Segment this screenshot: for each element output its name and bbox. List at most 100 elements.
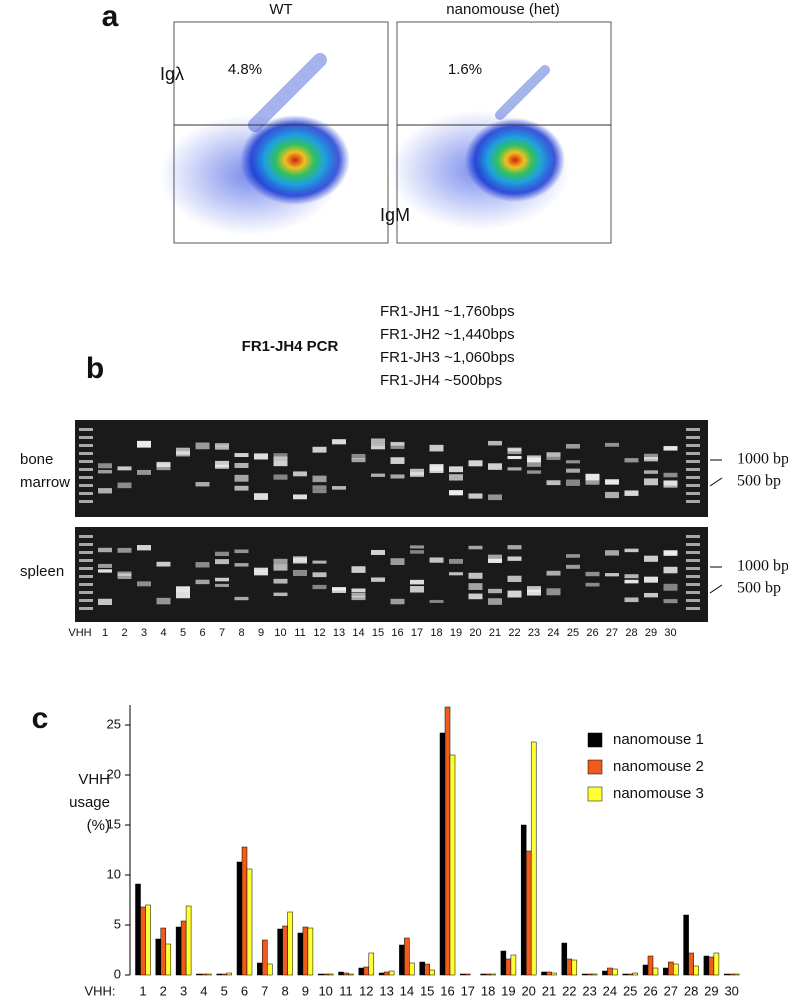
bar bbox=[571, 959, 578, 976]
bar bbox=[338, 971, 344, 976]
x-tick-label: 1 bbox=[139, 983, 146, 998]
gel-band bbox=[507, 467, 522, 471]
gel-band bbox=[332, 486, 346, 490]
ladder-band bbox=[79, 583, 93, 586]
bar bbox=[277, 928, 283, 976]
bar bbox=[546, 971, 552, 976]
gel-band bbox=[507, 575, 522, 582]
gel-band bbox=[468, 545, 483, 550]
gel-band bbox=[312, 560, 327, 564]
ladder-band bbox=[686, 583, 700, 586]
gel-band bbox=[351, 453, 366, 459]
bar bbox=[383, 971, 390, 976]
gel-band bbox=[527, 457, 541, 463]
gel-band bbox=[215, 559, 229, 565]
gel-band bbox=[312, 446, 327, 453]
bar bbox=[343, 972, 349, 976]
ladder-band bbox=[686, 559, 700, 562]
lane-label: 1 bbox=[102, 627, 108, 639]
ladder-band bbox=[79, 452, 93, 455]
gel-label: spleen bbox=[20, 563, 64, 580]
bar bbox=[505, 958, 512, 976]
gel-band bbox=[644, 453, 658, 460]
column-label: nanomouse (het) bbox=[446, 1, 559, 18]
gel-band bbox=[332, 439, 346, 445]
bar bbox=[160, 927, 167, 976]
lane-label: 23 bbox=[528, 627, 540, 639]
lane-label: 17 bbox=[411, 627, 423, 639]
gel-band bbox=[585, 571, 600, 577]
gel-band bbox=[215, 460, 229, 467]
gel-band bbox=[273, 558, 288, 565]
bar bbox=[713, 952, 720, 976]
bar bbox=[257, 962, 263, 976]
bar bbox=[728, 973, 735, 976]
product-size: FR1-JH1 ~1,760bps bbox=[380, 303, 515, 320]
lane-label: 27 bbox=[606, 627, 618, 639]
gel-band bbox=[527, 470, 541, 474]
bar bbox=[419, 961, 425, 976]
y-tick-label: 15 bbox=[107, 816, 121, 831]
gel-band bbox=[176, 586, 190, 592]
bar bbox=[180, 920, 187, 976]
gel-band bbox=[137, 581, 151, 587]
gel-band bbox=[215, 577, 229, 582]
bar bbox=[201, 973, 207, 976]
gel-band bbox=[390, 558, 405, 566]
x-tick-label: 2 bbox=[160, 983, 167, 998]
flow-plot bbox=[390, 21, 612, 244]
ladder-band bbox=[79, 551, 93, 554]
gel-band bbox=[137, 469, 151, 475]
gel-band bbox=[195, 482, 210, 487]
bar bbox=[693, 965, 699, 976]
gel-band bbox=[546, 456, 561, 460]
bar bbox=[206, 973, 212, 976]
gel-image bbox=[75, 527, 708, 622]
gel-band bbox=[585, 582, 600, 587]
bar bbox=[708, 956, 715, 976]
gel-band bbox=[507, 448, 522, 455]
gel-band bbox=[234, 563, 249, 567]
gel-band bbox=[488, 494, 502, 501]
gel-band bbox=[429, 464, 444, 471]
gel-band bbox=[312, 485, 327, 490]
legend-swatch bbox=[587, 759, 603, 775]
ladder-band bbox=[686, 535, 700, 538]
bar bbox=[490, 973, 496, 976]
x-tick-label: 18 bbox=[481, 983, 495, 998]
gel-band bbox=[429, 557, 444, 563]
gel-band bbox=[546, 452, 561, 457]
bar bbox=[591, 973, 598, 976]
gel-band bbox=[98, 569, 112, 573]
gel-band bbox=[390, 598, 405, 605]
gel-band bbox=[293, 569, 307, 576]
gel-title: FR1-JH4 PCR bbox=[242, 338, 339, 355]
gel-band bbox=[546, 588, 561, 596]
y-tick-label: 5 bbox=[114, 916, 121, 931]
lane-label: 2 bbox=[121, 627, 127, 639]
gel-band bbox=[468, 572, 483, 579]
legend-label: nanomouse 3 bbox=[613, 785, 704, 802]
gel-band bbox=[566, 564, 580, 569]
x-tick-label: 3 bbox=[180, 983, 187, 998]
gel-band bbox=[254, 493, 268, 500]
bar bbox=[551, 972, 557, 976]
axis-label: Igλ bbox=[160, 64, 184, 84]
ladder-band bbox=[79, 436, 93, 439]
gel-band bbox=[156, 461, 171, 468]
bar bbox=[673, 963, 679, 976]
gel-band bbox=[410, 545, 424, 549]
product-size: FR1-JH4 ~500bps bbox=[380, 372, 502, 389]
bar bbox=[429, 969, 435, 976]
ladder-band bbox=[79, 535, 93, 538]
gel-band bbox=[410, 586, 424, 593]
gel-band bbox=[371, 473, 385, 477]
gel-band bbox=[390, 474, 405, 479]
ladder-band bbox=[79, 607, 93, 610]
gel-band bbox=[585, 479, 600, 485]
bar bbox=[267, 963, 273, 976]
bar bbox=[140, 906, 146, 976]
gel-band bbox=[624, 458, 639, 463]
product-size: FR1-JH3 ~1,060bps bbox=[380, 349, 515, 366]
